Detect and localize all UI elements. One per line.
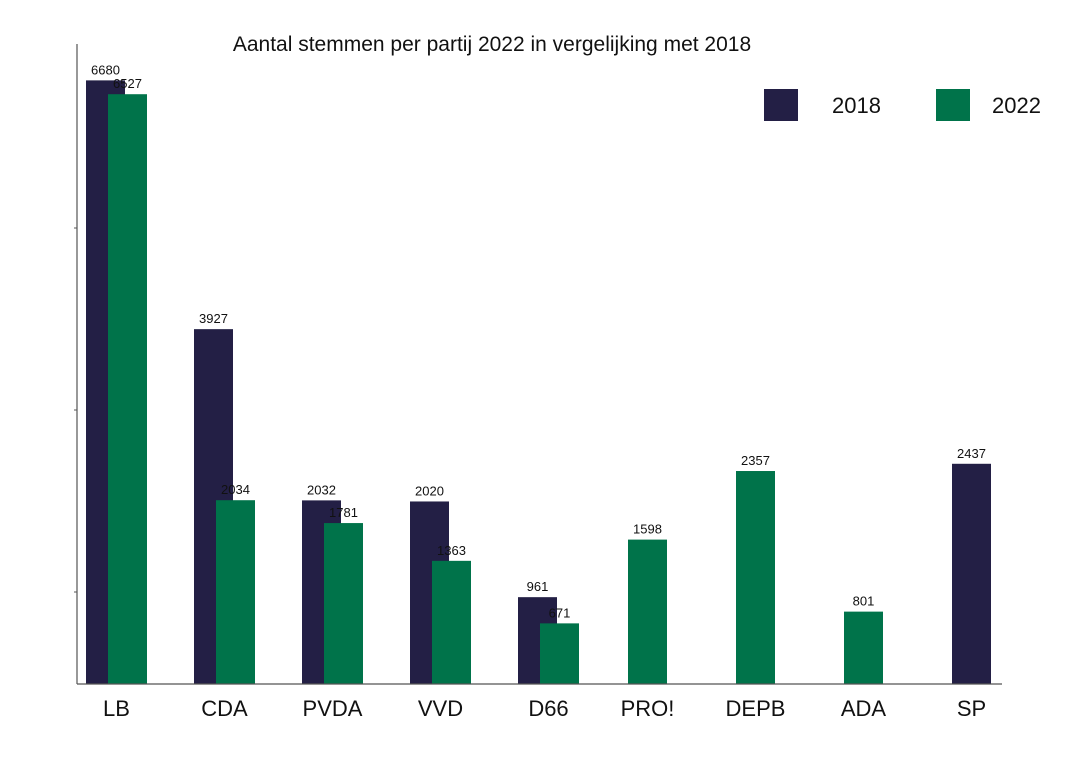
category-label-depb: DEPB [726,696,786,721]
category-label-d66: D66 [528,696,568,721]
value-label-cda-2018: 3927 [199,311,228,326]
bar-d66-2022 [540,623,579,684]
category-label-pro: PRO! [621,696,675,721]
y-ticks-group [74,227,77,593]
bar-sp-2018 [952,463,991,684]
category-label-ada: ADA [841,696,887,721]
value-label-d66-2022: 671 [549,605,571,620]
category-label-cda: CDA [201,696,248,721]
value-label-depb-2022: 2357 [741,453,770,468]
bars-group [86,80,991,685]
legend-swatch-2018 [764,89,798,121]
legend-swatch-2022 [936,89,970,121]
value-label-pvda-2018: 2032 [307,482,336,497]
value-label-lb-2018: 6680 [91,62,120,77]
value-label-vvd-2022: 1363 [437,543,466,558]
value-label-vvd-2018: 2020 [415,483,444,498]
category-label-sp: SP [957,696,986,721]
value-label-cda-2022: 2034 [221,482,250,497]
value-label-sp-2018: 2437 [957,446,986,461]
category-labels-group: LB CDA PVDA VVD D66 PRO! DEPB ADA SP [103,696,986,721]
value-label-d66-2018: 961 [527,579,549,594]
category-label-vvd: VVD [418,696,463,721]
bar-vvd-2022 [432,560,471,684]
legend: 2018 2022 [764,89,1041,121]
chart-title: Aantal stemmen per partij 2022 in vergel… [233,33,751,56]
value-label-ada-2022: 801 [853,594,875,609]
legend-label-2018: 2018 [832,93,881,118]
bar-pro-2022 [628,539,667,684]
bar-lb-2022 [108,94,147,685]
value-label-pvda-2022: 1781 [329,505,358,520]
bar-depb-2022 [736,471,775,684]
legend-label-2022: 2022 [992,93,1041,118]
bar-ada-2022 [844,611,883,684]
value-label-lb-2022: 6527 [113,76,142,91]
bar-cda-2022 [216,500,255,684]
category-label-pvda: PVDA [303,696,363,721]
value-label-pro-2022: 1598 [633,522,662,537]
category-label-lb: LB [103,696,130,721]
bar-pvda-2022 [324,523,363,684]
